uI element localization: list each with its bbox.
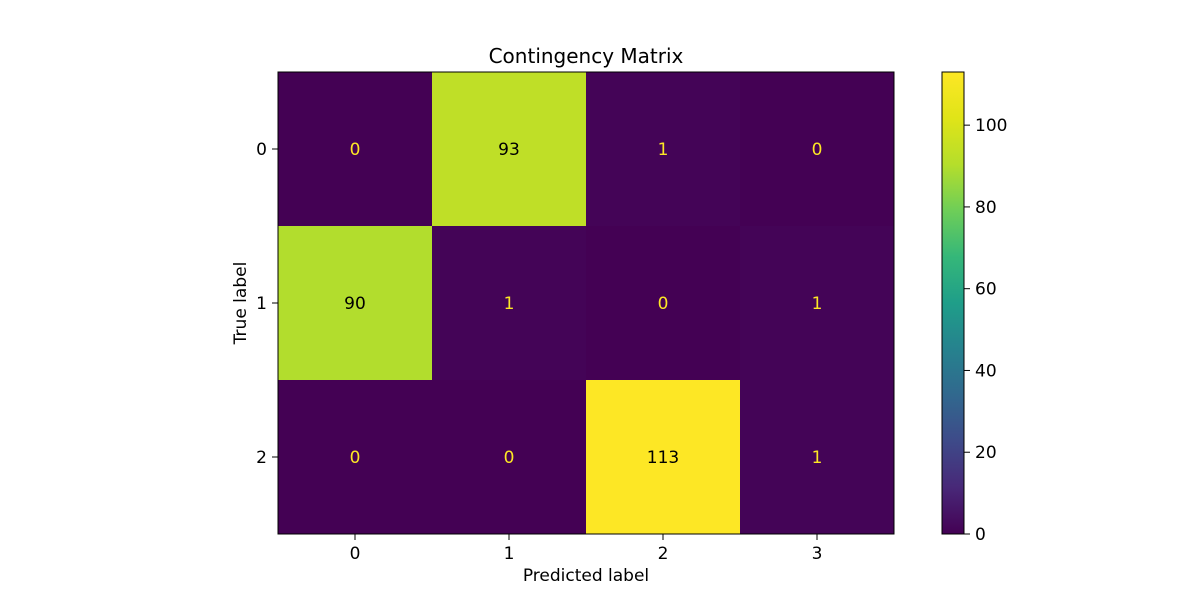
heatmap-cell	[740, 380, 894, 534]
heatmap-cell-labels: 0 93 1 0 90 1 0 1 0 0 113 1	[344, 140, 822, 468]
cell-value-label: 0	[350, 448, 361, 468]
y-tick-label: 1	[256, 294, 267, 314]
heatmap-cell	[586, 226, 740, 380]
heatmap-cell	[432, 72, 586, 226]
heatmap-cells	[278, 72, 894, 534]
colorbar-tick-label: 80	[975, 198, 997, 218]
x-tick-label: 3	[812, 544, 823, 564]
cell-value-label: 1	[812, 294, 823, 314]
cell-value-label: 1	[658, 140, 669, 160]
chart-title: Contingency Matrix	[489, 44, 684, 68]
cell-value-label: 93	[498, 140, 520, 160]
heatmap-cell	[740, 226, 894, 380]
x-tick-label: 1	[504, 544, 515, 564]
cell-value-label: 113	[647, 448, 679, 468]
colorbar-tick-label: 40	[975, 361, 997, 381]
colorbar-tick-label: 20	[975, 443, 997, 463]
cell-value-label: 1	[504, 294, 515, 314]
colorbar	[941, 71, 965, 535]
x-axis-label: Predicted label	[523, 566, 649, 586]
heatmap-cell	[278, 226, 432, 380]
heatmap-cell	[278, 380, 432, 534]
colorbar-tick-label: 0	[975, 525, 986, 545]
y-axis-ticks: 0 1 2	[256, 140, 278, 468]
heatmap-cell	[278, 72, 432, 226]
y-tick-label: 0	[256, 140, 267, 160]
cell-value-label: 1	[812, 448, 823, 468]
cell-value-label: 90	[344, 294, 366, 314]
colorbar-tick-label: 60	[975, 280, 997, 300]
colorbar-tick-label: 100	[975, 116, 1007, 136]
y-axis-label: True label	[231, 262, 251, 346]
colorbar-ticks: 0 20 40 60 80 100	[964, 116, 1007, 545]
cell-value-label: 0	[658, 294, 669, 314]
cell-value-label: 0	[812, 140, 823, 160]
heatmap-cell	[586, 380, 740, 534]
cell-value-label: 0	[350, 140, 361, 160]
heatmap-cell	[586, 72, 740, 226]
heatmap-cell	[432, 380, 586, 534]
x-tick-label: 0	[350, 544, 361, 564]
x-axis-ticks: 0 1 2 3	[350, 534, 823, 564]
y-tick-label: 2	[256, 448, 267, 468]
heatmap-cell	[740, 72, 894, 226]
x-tick-label: 2	[658, 544, 669, 564]
heatmap-cell	[432, 226, 586, 380]
cell-value-label: 0	[504, 448, 515, 468]
